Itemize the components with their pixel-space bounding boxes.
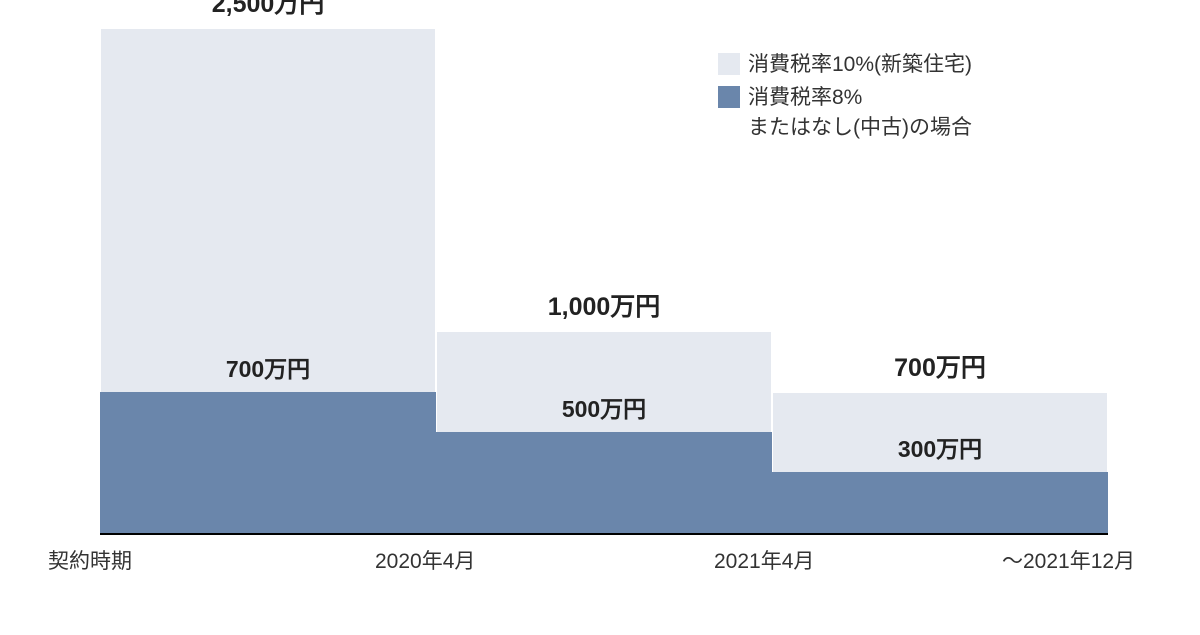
- bar-inner-label-2: 300万円: [772, 430, 1108, 464]
- bar-inner-1: [436, 432, 772, 533]
- legend: 消費税率10%(新築住宅) 消費税率8% またはなし(中古)の場合: [718, 50, 972, 146]
- bar-group-2: 700万円300万円: [772, 392, 1108, 533]
- bar-outer-label-0: 2,500万円: [100, 0, 436, 20]
- bar-outer-label-2: 700万円: [772, 348, 1108, 384]
- legend-swatch-0: [718, 53, 740, 75]
- bar-group-0: 2,500万円700万円: [100, 28, 436, 533]
- x-axis-label-0: 契約時期: [48, 545, 132, 575]
- bar-inner-label-0: 700万円: [100, 350, 436, 384]
- bar-inner-label-1: 500万円: [436, 390, 772, 424]
- x-axis-labels: 契約時期2020年4月2021年4月～2021年12月: [100, 545, 1108, 585]
- legend-item-1: 消費税率8% またはなし(中古)の場合: [718, 83, 972, 142]
- legend-label-1: 消費税率8% またはなし(中古)の場合: [748, 83, 972, 142]
- chart-container: 2,500万円700万円1,000万円500万円700万円300万円 契約時期2…: [100, 30, 1108, 590]
- legend-swatch-1: [718, 86, 740, 108]
- x-axis-label-1: 2020年4月: [375, 545, 475, 575]
- bar-group-1: 1,000万円500万円: [436, 331, 772, 533]
- x-axis-label-2: 2021年4月: [714, 545, 814, 575]
- bar-inner-0: [100, 392, 436, 533]
- legend-item-0: 消費税率10%(新築住宅): [718, 50, 972, 79]
- bar-inner-2: [772, 472, 1108, 533]
- legend-label-0: 消費税率10%(新築住宅): [748, 50, 972, 79]
- x-axis-label-3: ～2021年12月: [1002, 545, 1135, 575]
- bar-outer-label-1: 1,000万円: [436, 287, 772, 323]
